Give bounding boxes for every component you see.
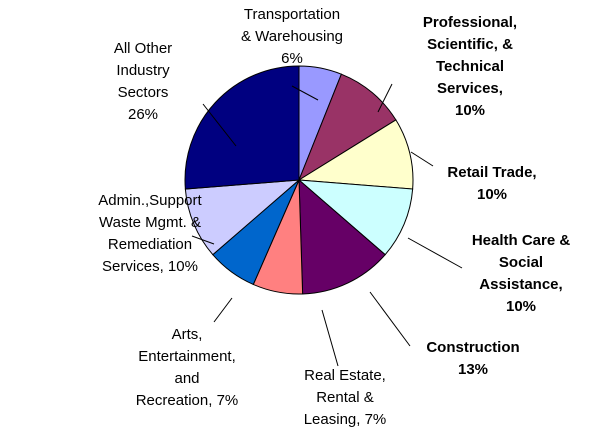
pie-slice — [184, 179, 301, 256]
category-name: Retail Trade, — [447, 164, 537, 181]
slice-label: Construction 13% — [383, 337, 563, 381]
category-name: Health Care & Social Assistance, — [471, 232, 571, 293]
pie-slice — [297, 119, 414, 190]
pie-slice — [297, 179, 414, 256]
value-label: 10% — [454, 102, 486, 119]
category-name: Transportation & Warehousing — [241, 6, 343, 45]
leader-lines — [191, 83, 463, 367]
value-label: 10% — [505, 298, 537, 315]
category-name: All Other Industry Sectors — [113, 40, 173, 101]
leader-line — [321, 309, 339, 367]
category-name: Construction — [426, 339, 520, 356]
value-label: 10% — [476, 186, 508, 203]
value-label: 13% — [457, 361, 489, 378]
leader-line — [213, 297, 233, 323]
slices — [184, 65, 414, 295]
category-name: Admin.,Support Waste Mgmt. & Remediation… — [98, 192, 202, 275]
slice-label: Health Care & Social Assistance, 10% — [431, 230, 599, 318]
value-label: 7% — [364, 411, 387, 428]
value-label: 10% — [167, 258, 198, 275]
slice-label: Arts, Entertainment, and Recreation, 7% — [97, 324, 277, 412]
leader-line — [202, 103, 237, 147]
pie-slice — [298, 178, 386, 295]
leader-line — [191, 235, 215, 245]
pie-slice — [297, 73, 397, 182]
category-name: Professional, Scientific, & Technical Se… — [422, 14, 518, 97]
slice-label: Professional, Scientific, & Technical Se… — [380, 12, 560, 122]
value-label: 6% — [281, 50, 303, 67]
slice-label: Retail Trade, 10% — [402, 162, 582, 206]
leader-line — [291, 85, 319, 101]
slice-label: Admin.,Support Waste Mgmt. & Remediation… — [60, 190, 240, 278]
category-name: Real Estate, Rental & Leasing, — [303, 367, 386, 428]
slice-label: All Other Industry Sectors 26% — [53, 38, 233, 126]
leader-line — [369, 291, 411, 347]
category-name: Arts, Entertainment, and Recreation, — [135, 326, 236, 409]
slice-label: Transportation & Warehousing 6% — [202, 4, 382, 70]
leader-line — [377, 83, 393, 113]
leader-line — [410, 151, 434, 167]
pie-slice — [184, 65, 300, 190]
slice-label: Real Estate, Rental & Leasing, 7% — [255, 365, 435, 431]
value-label: 7% — [216, 392, 239, 409]
value-label: 26% — [127, 106, 159, 123]
leader-line — [407, 237, 463, 269]
